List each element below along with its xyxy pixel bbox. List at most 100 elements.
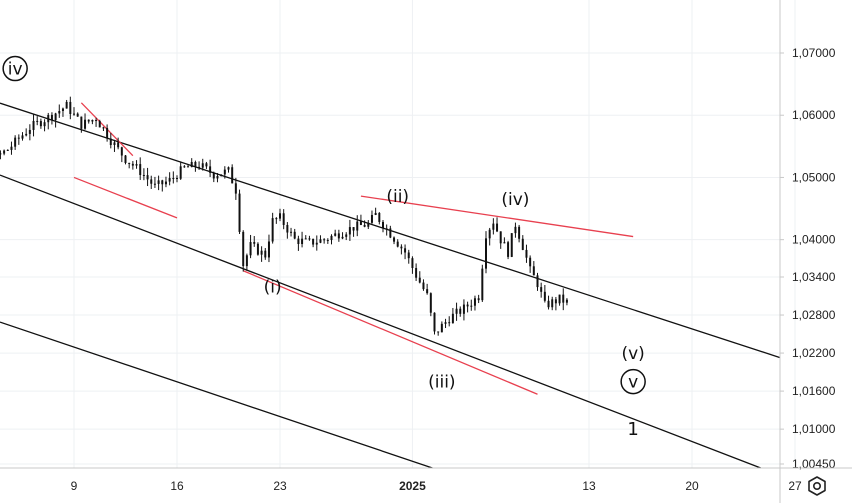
candle-body (426, 289, 429, 294)
candle-body (367, 222, 370, 227)
y-axis: 1,07000 1,06000 1,05000 1,04000 1,03400 1,028… (779, 0, 836, 503)
candle-body (293, 231, 296, 239)
candle-body (234, 183, 237, 194)
candle-body (485, 238, 487, 269)
candle-body (271, 218, 274, 242)
candle-body (308, 238, 311, 240)
channel-line (0, 321, 433, 469)
y-tick-label: 1,07000 (792, 46, 836, 60)
candle-body (415, 268, 418, 278)
wave-label: (v) (621, 344, 644, 364)
candle-body (275, 218, 278, 220)
candle-body (146, 175, 149, 180)
candle-body (25, 133, 28, 136)
candle-body (50, 114, 53, 121)
wave-label-circle (620, 368, 646, 395)
candle-body (503, 242, 506, 244)
candle-body (164, 181, 167, 185)
candle-body (540, 287, 543, 292)
candle-body (407, 252, 410, 259)
candle-body (139, 164, 142, 176)
candle-body (507, 242, 510, 257)
candle-body (492, 223, 495, 230)
x-tick-label: 9 (71, 479, 78, 493)
candle-body (448, 322, 451, 324)
candle-body (562, 294, 565, 303)
candle-body (102, 127, 105, 129)
candle-body (370, 214, 373, 223)
candle-body (3, 150, 6, 154)
trend-line (242, 270, 538, 395)
candle-body (323, 239, 326, 241)
candle-body (95, 120, 98, 122)
candle-body (249, 242, 252, 256)
candle-body (337, 233, 340, 239)
candle-body (65, 101, 68, 109)
candle-body (176, 178, 178, 180)
y-tick-label: 1,03400 (792, 270, 836, 284)
candle-body (113, 142, 116, 146)
settings-button[interactable] (805, 474, 829, 498)
candle-body (76, 113, 79, 117)
candle-body (117, 142, 120, 148)
candle-body (6, 149, 9, 151)
candle-body (43, 122, 46, 127)
candle-body (216, 176, 219, 179)
candle-body (238, 193, 241, 232)
candle-body (47, 114, 50, 123)
candle-body (290, 231, 293, 233)
candle-body (256, 243, 259, 255)
candle-body (558, 294, 561, 304)
candle-body (532, 266, 535, 276)
candle-body (84, 119, 87, 129)
candle-body (499, 231, 502, 244)
candle-body (150, 179, 153, 184)
candle-body (135, 164, 138, 166)
candle-body (304, 238, 307, 240)
candle-body (551, 299, 554, 308)
wave-label: 1 (627, 419, 638, 440)
candle-body (39, 121, 42, 127)
candle-body (470, 305, 473, 307)
candle-body (198, 166, 201, 168)
candle-body (120, 147, 123, 156)
trend-line (73, 176, 178, 219)
candle-body (334, 233, 337, 236)
candles (0, 96, 568, 336)
candle-body (459, 308, 462, 314)
x-tick-label: 16 (170, 479, 184, 493)
candle-body (264, 250, 267, 258)
trend-lines (73, 102, 634, 395)
candle-body (201, 163, 204, 168)
candle-body (385, 228, 388, 230)
candle-body (17, 137, 20, 139)
y-tick-label: 1,04000 (792, 233, 836, 247)
y-tick-label: 1,01000 (792, 422, 836, 436)
candle-body (359, 221, 362, 225)
candle-body (286, 224, 289, 233)
grid (0, 0, 796, 468)
candle-body (73, 113, 75, 115)
candle-body (374, 212, 377, 215)
candle-body (142, 175, 145, 177)
candle-body (529, 257, 532, 267)
candle-body (260, 250, 263, 255)
candle-body (168, 178, 171, 182)
candle-body (279, 213, 281, 219)
wave-label: (iii) (428, 373, 455, 393)
candle-body (157, 180, 160, 184)
candle-body (80, 116, 83, 129)
candle-body (106, 127, 109, 139)
candle-body (61, 108, 64, 111)
candle-body (124, 155, 127, 163)
candle-body (58, 110, 61, 114)
candle-body (536, 275, 539, 288)
wave-label: (i) (264, 278, 282, 298)
candle-body (462, 304, 465, 314)
candle-body (543, 291, 546, 301)
channel-line (0, 174, 761, 469)
candle-body (301, 238, 304, 245)
candle-body (131, 163, 134, 166)
x-axis: 9 16 23 2025 13 20 27 (0, 467, 852, 493)
